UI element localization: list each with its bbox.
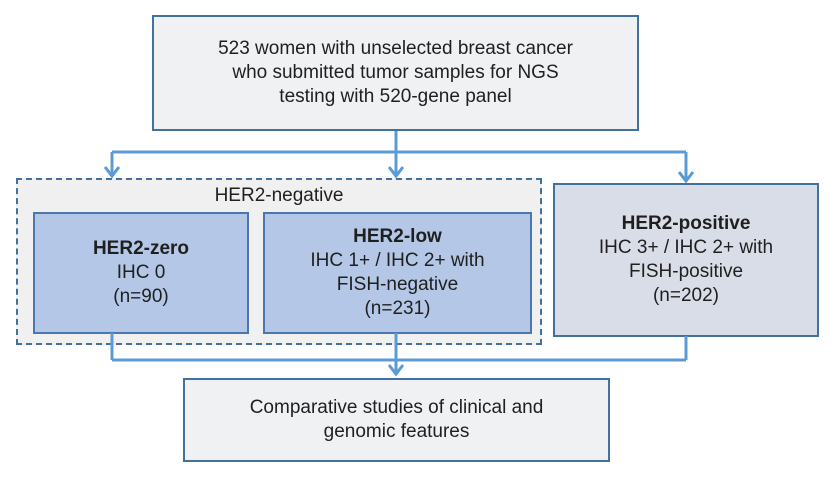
her2-positive-title: HER2-positive [621, 213, 751, 234]
her2-low-count: (n=231) [364, 298, 431, 319]
cohort-source-text-line: who submitted tumor samples for NGS [232, 62, 559, 83]
her2-low-box: HER2-low IHC 1+ / IHC 2+ with FISH-negat… [263, 212, 532, 334]
her2-low-text-line: IHC 1+ / IHC 2+ with [310, 250, 485, 271]
her2-positive-text-line: FISH-positive [628, 261, 744, 282]
cohort-source-box: 523 women with unselected breast cancer … [152, 15, 639, 131]
arrowhead-bottom-icon [387, 364, 405, 377]
her2-low-text-line: FISH-negative [336, 274, 459, 295]
her2-positive-text-line: IHC 3+ / IHC 2+ with [598, 237, 774, 258]
her2-low-title: HER2-low [353, 226, 442, 247]
her2-positive-count: (n=202) [652, 285, 720, 306]
her2-negative-group-label: HER2-negative [214, 185, 344, 206]
comparative-studies-text-line: Comparative studies of clinical and [249, 397, 544, 418]
comparative-studies-box: Comparative studies of clinical and geno… [183, 378, 610, 462]
arrowhead-left-icon [103, 166, 121, 179]
her2-zero-text-line: IHC 0 [116, 262, 166, 283]
arrowhead-right-icon [677, 171, 695, 184]
her2-zero-title: HER2-zero [92, 238, 190, 259]
cohort-source-text-line: testing with 520-gene panel [279, 86, 512, 107]
comparative-studies-text-line: genomic features [323, 421, 470, 442]
her2-zero-box: HER2-zero IHC 0 (n=90) [33, 212, 249, 334]
her2-positive-box: HER2-positive IHC 3+ / IHC 2+ with FISH-… [553, 183, 819, 337]
her2-zero-count: (n=90) [113, 286, 169, 307]
cohort-source-text-line: 523 women with unselected breast cancer [218, 38, 573, 59]
arrowhead-middle-icon [387, 166, 405, 179]
